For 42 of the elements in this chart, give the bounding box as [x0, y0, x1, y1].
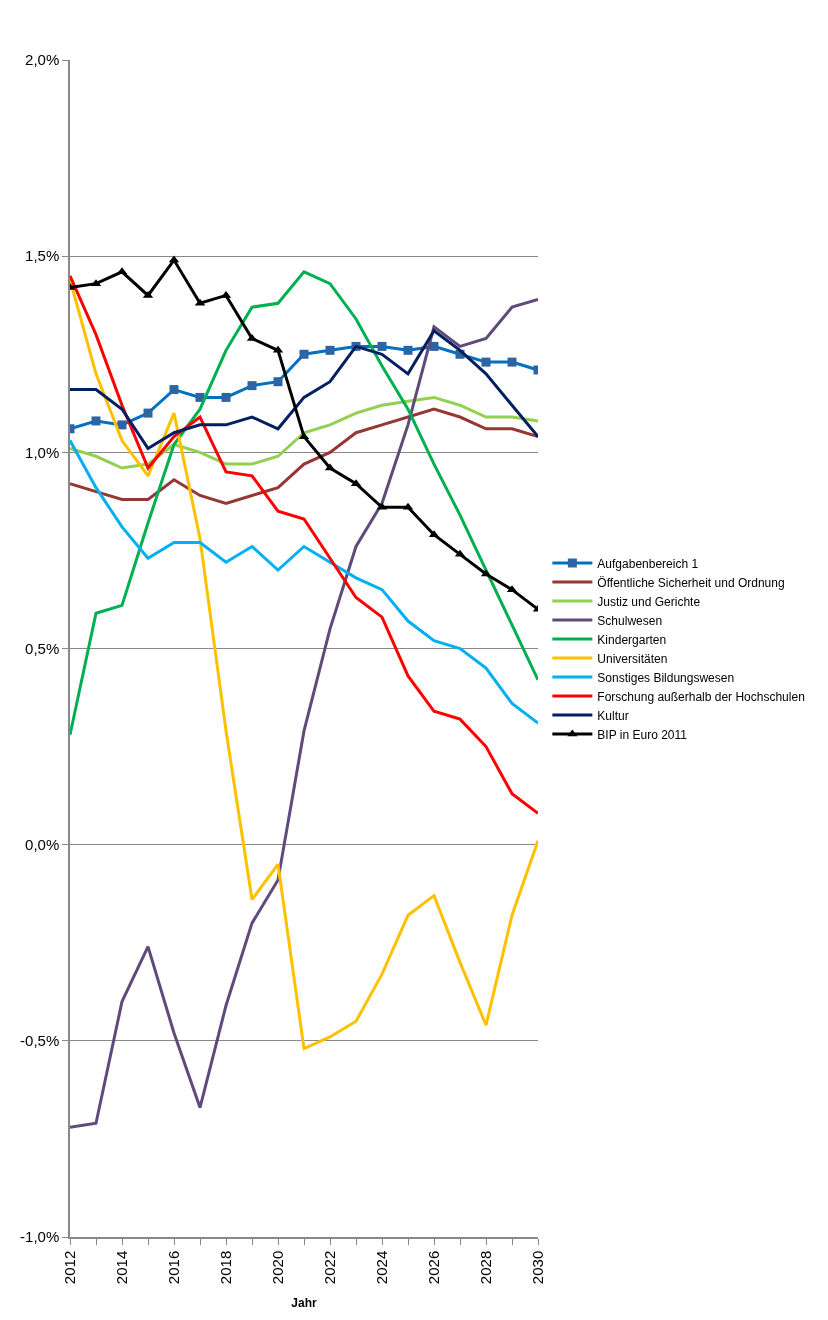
point [91, 416, 101, 426]
y-tick-label: -0,5% [20, 1032, 60, 1050]
legend-label: Universitäten [597, 651, 668, 666]
legend-label: Justiz und Gerichte [597, 594, 701, 609]
y-tick-label: 0,0% [25, 835, 60, 853]
y-tick-label: 1,5% [25, 247, 60, 265]
point [507, 357, 517, 367]
x-axis-title: Jahr [291, 1295, 317, 1310]
y-tick-label: 1,0% [25, 443, 60, 461]
y-tick-label: 0,5% [25, 639, 60, 657]
x-tick-label: 2030 [528, 1250, 546, 1285]
point [299, 349, 309, 359]
x-tick-label: 2020 [268, 1250, 286, 1285]
legend-label: Sonstiges Bildungswesen [597, 670, 735, 685]
x-tick-label: 2028 [476, 1250, 494, 1285]
point [221, 392, 231, 402]
x-tick-label: 2018 [216, 1250, 234, 1285]
point [273, 377, 283, 387]
point [325, 345, 335, 355]
point [143, 408, 153, 418]
legend-label: Öffentliche Sicherheit und Ordnung [597, 575, 785, 590]
x-tick-label: 2014 [112, 1250, 130, 1285]
y-tick-label: 2,0% [25, 51, 60, 69]
point [481, 357, 491, 367]
legend-label: Kultur [597, 708, 629, 723]
point [117, 420, 127, 430]
x-tick-label: 2024 [372, 1250, 390, 1285]
point [247, 381, 257, 391]
x-tick-label: 2022 [320, 1250, 338, 1285]
x-tick-label: 2012 [60, 1250, 78, 1285]
legend-label: Aufgabenbereich 1 [597, 556, 699, 571]
legend-label: BIP in Euro 2011 [597, 727, 688, 742]
legend-label: Kindergarten [597, 632, 667, 647]
point [403, 345, 413, 355]
point [169, 385, 179, 395]
x-tick-label: 2016 [164, 1250, 182, 1285]
point [429, 341, 439, 351]
y-tick-label: -1,0% [20, 1228, 60, 1246]
x-tick-label: 2026 [424, 1250, 442, 1285]
point [377, 341, 387, 351]
legend-label: Schulwesen [597, 613, 663, 628]
legend-label: Forschung außerhalb der Hochschulen [597, 689, 805, 704]
